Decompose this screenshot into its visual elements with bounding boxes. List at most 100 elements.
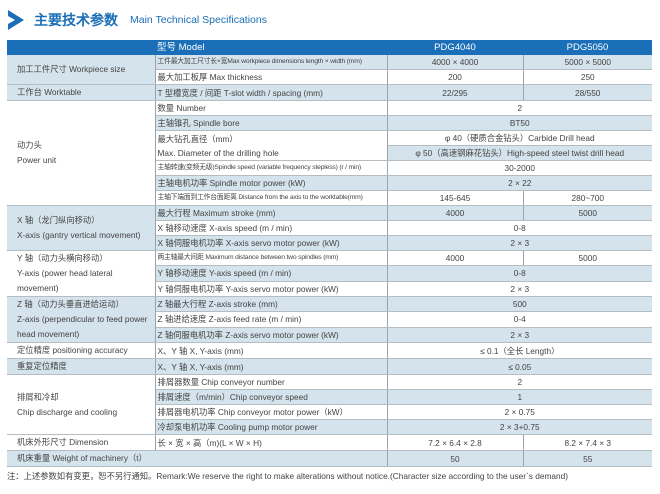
group-label-line: 动力头 <box>17 140 42 150</box>
group-label-line: 机床外形尺寸 Dimension <box>17 437 109 447</box>
table-row: 最大钻孔直径（mm） Max. Diameter of the drilling … <box>7 130 652 161</box>
value-cell: 2 × 3 <box>387 327 652 344</box>
param-label: Z 轴最大行程 Z-axis stroke (mm) <box>155 296 388 313</box>
group-label: 重复定位精度 <box>7 358 156 375</box>
table-row: 机床外形尺寸 Dimension 长 × 宽 × 高（m)(L × W × H) 7… <box>7 434 652 451</box>
table-row: 主轴电机功率 Spindle motor power (kW) 2 × 22 <box>7 175 652 191</box>
param-label: 主轴下端面到工作台面距离 Distance from the axis to t… <box>155 190 388 206</box>
param-label: 排屑器数量 Chip conveyor number <box>155 374 388 390</box>
value-cell: 2 <box>387 100 652 116</box>
value-cell-model-2: 55 <box>523 450 652 467</box>
spec-table: 型号 Model PDG4040 PDG5050 加工工件尺寸 Workpiec… <box>7 40 652 467</box>
table-row: 排屑和冷却 Chip discharge and cooling 排屑器数量 Chi… <box>7 374 652 435</box>
group-label: 定位精度 positioning accuracy <box>7 342 156 359</box>
value-cell: ≤ 0.05 <box>387 358 652 375</box>
table-row: 最大加工板厚 Max thickness 200 250 <box>7 69 652 85</box>
model-label: 型号 Model <box>155 40 387 55</box>
table-row: 主轴锥孔 Spindle bore BT50 <box>7 115 652 131</box>
param-label-line: Max. Diameter of the drilling hole <box>157 147 279 158</box>
group-label-line: Chip discharge and cooling <box>17 406 118 417</box>
param-label: T 型槽宽度 / 间距 T-slot width / spacing (mm) <box>155 84 388 101</box>
param-label: 最大行程 Maximum stroke (mm) <box>155 205 388 221</box>
group-label-line: Power unit <box>17 155 57 165</box>
value-cell: 2 × 3 <box>387 281 652 298</box>
param-label: Z 轴进给速度 Z-axis feed rate (m / min) <box>155 311 388 328</box>
group-label: 机床重量 Weight of machinery（t） <box>7 450 388 467</box>
group-label-line: X 轴（龙门纵向移动） <box>17 215 100 225</box>
table-row: 排屑速度（m/min）Chip conveyor speed 1 <box>7 389 652 405</box>
table-row: 工作台 Worktable T 型槽宽度 / 间距 T-slot width / … <box>7 84 652 101</box>
param-label: X、Y 轴 X, Y-axis (mm) <box>155 358 388 375</box>
table-row: X 轴（龙门纵向移动） X-axis (gantry vertical movem… <box>7 205 652 251</box>
chevron-right-icon <box>8 10 24 30</box>
title-en: Main Technical Specifications <box>130 14 267 26</box>
param-label: Y 轴移动速度 Y-axis speed (m / min) <box>155 265 388 282</box>
param-label: 数量 Number <box>155 100 388 116</box>
value-cell-model-1: 22/295 <box>387 84 524 101</box>
value-cell: 0-4 <box>387 311 652 328</box>
group-label: 机床外形尺寸 Dimension <box>7 434 156 451</box>
value-cell: 2 × 0.75 <box>387 404 652 420</box>
param-label: X 轴移动速度 X-axis speed (m / min) <box>155 220 388 236</box>
value-cell: 0-8 <box>387 265 652 282</box>
param-label: 排屑器电机功率 Chip conveyor motor power（kW） <box>155 404 388 420</box>
group-label: 加工工件尺寸 Workpiece size <box>7 55 156 85</box>
param-label: 两主轴最大间距 Maximum distance between two spi… <box>155 250 388 267</box>
value-cell-model-1: 7.2 × 6.4 × 2.8 <box>387 434 524 451</box>
group-label-line: 加工工件尺寸 Workpiece size <box>17 64 126 74</box>
table-row: 定位精度 positioning accuracy X、Y 轴 X, Y-axis… <box>7 342 652 359</box>
group-label: 动力头 Power unit <box>7 100 156 206</box>
value-cell-model-2: 280~700 <box>523 190 652 206</box>
value-cell-model-1: 4000 × 4000 <box>387 55 524 70</box>
group-label: 工作台 Worktable <box>7 84 156 101</box>
group-label: Z 轴（动力头垂直进给运动） Z-axis (perpendicular to f… <box>7 296 156 343</box>
param-label: 主轴转速(变频无级)Spindle speed (variable freque… <box>155 160 388 176</box>
value-cell-model-2: 5000 <box>523 250 652 267</box>
group-label: X 轴（龙门纵向移动） X-axis (gantry vertical movem… <box>7 205 156 251</box>
group-label-line: 定位精度 positioning accuracy <box>17 345 128 355</box>
param-label: 最大加工板厚 Max thickness <box>155 69 388 85</box>
value-cell: 2 <box>387 374 652 390</box>
value-cell: φ 40（硬质合金钻头）Carbide Drill head <box>387 130 652 146</box>
value-cell-model-1: 4000 <box>387 205 524 221</box>
value-cell: 2 × 3+0.75 <box>387 419 652 435</box>
value-cell: 0-8 <box>387 220 652 236</box>
footer-remark: 注：上述参数如有变更，恕不另行通知。Remark:We reserve the … <box>7 471 568 481</box>
table-row: 加工工件尺寸 Workpiece size 工件最大加工尺寸长×宽Max work… <box>7 55 652 85</box>
param-label: 长 × 宽 × 高（m)(L × W × H) <box>155 434 388 451</box>
value-cell: 30-2000 <box>387 160 652 176</box>
model-1: PDG4040 <box>387 40 523 55</box>
group-label-line: 机床重量 Weight of machinery（t） <box>17 453 147 463</box>
value-cell-model-1: 4000 <box>387 250 524 267</box>
value-cell: ≤ 0.1（全长 Length） <box>387 342 652 359</box>
section-title: 主要技术参数 Main Technical Specifications <box>7 8 267 32</box>
param-label: Z 轴伺服电机功率 Z-axis servo motor power (kW) <box>155 327 388 344</box>
group-label-line: X-axis (gantry vertical movement) <box>17 230 141 240</box>
group-label-line: 工作台 Worktable <box>17 87 82 97</box>
param-label: 主轴锥孔 Spindle bore <box>155 115 388 131</box>
group-label-line: 重复定位精度 <box>17 361 67 371</box>
param-label: Y 轴伺服电机功率 Y-axis servo motor power (kW) <box>155 281 388 298</box>
value-cell: 2 × 22 <box>387 175 652 191</box>
param-label: 主轴电机功率 Spindle motor power (kW) <box>155 175 388 191</box>
param-label: X、Y 轴 X, Y-axis (mm) <box>155 342 388 359</box>
param-label-line: 最大钻孔直径（mm） <box>157 133 238 144</box>
value-cell-model-1: 50 <box>387 450 524 467</box>
table-row: Y 轴伺服电机功率 Y-axis servo motor power (kW) 2… <box>7 281 652 298</box>
title-cn: 主要技术参数 <box>34 13 118 29</box>
table-row: 动力头 Power unit 数量 Number 2 <box>7 100 652 206</box>
value-cell: 2 × 3 <box>387 235 652 251</box>
value-cell-model-2: 5000 × 5000 <box>523 55 652 70</box>
value-cell: 500 <box>387 296 652 313</box>
group-label-line: Z 轴（动力头垂直进给运动） <box>17 299 124 309</box>
group-label: 排屑和冷却 Chip discharge and cooling <box>7 374 156 435</box>
table-row: 主轴下端面到工作台面距离 Distance from the axis to t… <box>7 190 652 206</box>
table-row: 重复定位精度 X、Y 轴 X, Y-axis (mm) ≤ 0.05 <box>7 358 652 375</box>
value-cell-model-2: 8.2 × 7.4 × 3 <box>523 434 652 451</box>
table-row: X 轴伺服电机功率 X-axis servo motor power (kW) 2… <box>7 235 652 251</box>
table-row: 排屑器电机功率 Chip conveyor motor power（kW） 2 ×… <box>7 404 652 420</box>
param-label: 最大钻孔直径（mm） Max. Diameter of the drilling … <box>155 130 388 161</box>
param-label: 工件最大加工尺寸长×宽Max workpiece dimensions leng… <box>155 55 388 70</box>
param-label: 排屑速度（m/min）Chip conveyor speed <box>155 389 388 405</box>
model-2: PDG5050 <box>523 40 652 55</box>
